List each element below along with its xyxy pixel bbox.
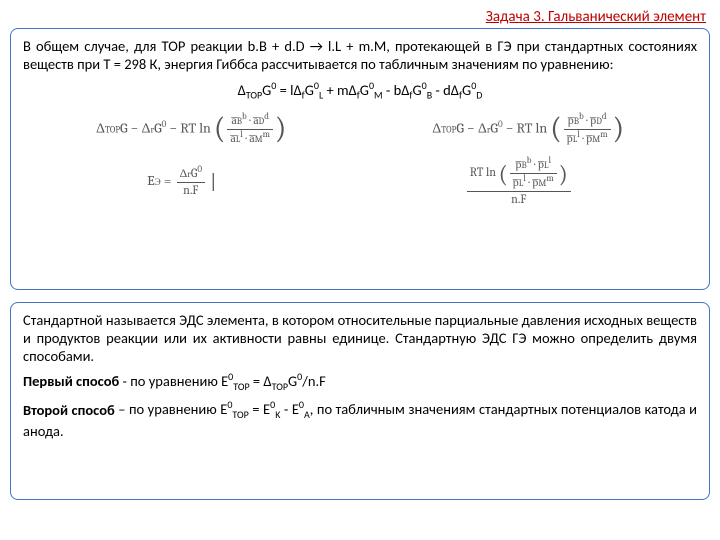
formula-row-2: EЭ = ΔrG0 n.F | RT ln ( p̅Bb · p̅Ll p̅Ll…	[23, 156, 697, 207]
content-box-2: Стандартной называется ЭДС элемента, в к…	[10, 302, 710, 500]
formula-1-right: ΔTOPG − ΔrG0 − RT ln ( p̅Bb · p̅Dd p̅Ll …	[432, 112, 624, 146]
gibbs-equation: ΔTOPG0 = lΔfG0L + mΔfG0M - bΔfG0B - dΔfG…	[23, 79, 697, 102]
formula-row-1: ΔTOPG − ΔrG0 − RT ln ( a̅Bb · a̅Dd a̅Ll …	[23, 112, 697, 146]
formula-1-left: ΔTOPG − ΔrG0 − RT ln ( a̅Bb · a̅Dd a̅Ll …	[96, 112, 286, 146]
standard-emf-paragraph: Стандартной называется ЭДС элемента, в к…	[23, 311, 697, 365]
method-2-paragraph: Второй способ – по уравнению E0TOP = E0K…	[23, 400, 697, 440]
page-title: Задача 3. Гальванический элемент	[486, 8, 706, 26]
formula-2-right: RT ln ( p̅Bb · p̅Ll p̅Ll · p̅Mm ) n.F	[465, 156, 573, 207]
method-1-label: Первый способ	[23, 372, 119, 390]
method-2-label: Второй способ	[23, 400, 115, 418]
content-box-1: В общем случае, для ТОР реакции b.B + d.…	[10, 28, 710, 290]
formula-2-left: EЭ = ΔrG0 n.F |	[147, 165, 216, 198]
intro-paragraph: В общем случае, для ТОР реакции b.B + d.…	[23, 37, 697, 73]
method-1-paragraph: Первый способ - по уравнению E0TOP = ΔTO…	[23, 371, 697, 393]
method-2-text: – по уравнению E0TOP = E0K - E0A, по таб…	[23, 400, 697, 439]
method-1-text: - по уравнению E0TOP = ΔTOPG0/n.F	[119, 372, 326, 390]
